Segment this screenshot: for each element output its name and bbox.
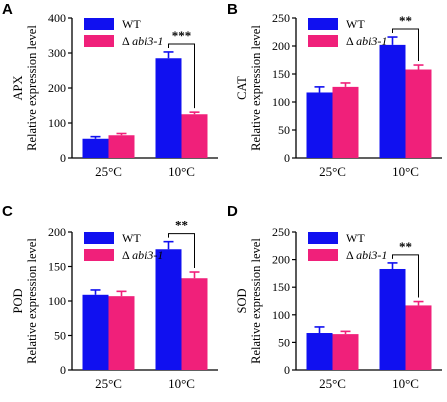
y-tick-label: 300 — [48, 46, 66, 60]
x-tick-label: 10°C — [392, 376, 419, 391]
legend-swatch — [84, 232, 114, 244]
y-tick-label: 250 — [272, 11, 290, 25]
significance-bracket — [392, 254, 419, 298]
bar — [306, 92, 333, 158]
legend-swatch — [308, 249, 338, 261]
bar — [155, 58, 182, 158]
y-tick-label: 250 — [272, 225, 290, 239]
panel-letter: B — [227, 1, 238, 18]
bar — [82, 138, 109, 158]
y-tick-label: 50 — [278, 335, 290, 349]
bar — [306, 333, 333, 370]
y-axis-label: Relative expression level — [25, 25, 39, 151]
y-tick-label: 100 — [272, 95, 290, 109]
x-tick-label: 10°C — [168, 376, 195, 391]
panel-letter: D — [227, 203, 238, 220]
y-axis-title: POD — [11, 288, 25, 313]
y-axis-title: SOD — [235, 288, 249, 313]
bar — [379, 44, 406, 158]
y-tick-label: 0 — [284, 363, 290, 377]
x-tick-label: 10°C — [168, 164, 195, 179]
bar — [181, 278, 208, 370]
legend-label: Δ abi3-1 — [346, 34, 387, 48]
bar — [181, 114, 208, 158]
y-tick-label: 400 — [48, 11, 66, 25]
legend-swatch — [308, 18, 338, 30]
panel-a: A 0 100 200 300 400 APX Relative expression lev… — [2, 1, 218, 179]
panel-letter: C — [2, 203, 13, 220]
y-tick-label: 150 — [272, 67, 290, 81]
bar — [405, 69, 432, 158]
bar — [82, 294, 109, 370]
y-tick-label: 200 — [272, 39, 290, 53]
legend-label: Δ abi3-1 — [346, 248, 387, 262]
bar — [155, 249, 182, 370]
y-tick-label: 100 — [272, 308, 290, 322]
y-tick-label: 200 — [48, 81, 66, 95]
y-axis-title: APX — [11, 75, 25, 100]
x-tick-label: 25°C — [95, 164, 122, 179]
y-tick-label: 0 — [284, 151, 290, 165]
significance-label: ** — [399, 13, 412, 28]
legend-label: Δ abi3-1 — [122, 34, 163, 48]
legend-swatch — [84, 18, 114, 30]
legend-swatch — [84, 249, 114, 261]
y-axis-label: Relative expression level — [249, 25, 263, 151]
panel-c: C 0 50 100 150 200 POD Relative expression leve… — [2, 203, 218, 391]
y-tick-label: 150 — [272, 280, 290, 294]
bar — [332, 86, 359, 158]
bar — [379, 268, 406, 370]
legend-swatch — [308, 232, 338, 244]
legend-label: Δ abi3-1 — [122, 248, 163, 262]
bar — [108, 135, 135, 158]
panel-b: B 0 50 100 150 200 250 CAT Relative expression l… — [227, 1, 442, 179]
y-axis-title: CAT — [235, 76, 249, 100]
panel-d: D 0 50 100 150 200 250 SOD Relative expression l… — [227, 203, 442, 391]
legend-label: WT — [346, 17, 365, 31]
significance-label: ** — [175, 218, 188, 233]
legend-swatch — [84, 35, 114, 47]
panel-letter: A — [2, 1, 13, 18]
y-tick-label: 200 — [272, 253, 290, 267]
legend-swatch — [308, 35, 338, 47]
y-axis-label: Relative expression level — [249, 238, 263, 364]
bar — [108, 296, 135, 370]
x-tick-label: 25°C — [319, 164, 346, 179]
x-tick-label: 25°C — [319, 376, 346, 391]
y-tick-label: 150 — [48, 260, 66, 274]
y-tick-label: 100 — [48, 116, 66, 130]
significance-label: ** — [399, 239, 412, 254]
bar — [405, 305, 432, 370]
y-tick-label: 50 — [278, 123, 290, 137]
y-tick-label: 100 — [48, 294, 66, 308]
y-tick-label: 50 — [54, 329, 66, 343]
bar — [332, 334, 359, 370]
x-tick-label: 25°C — [95, 376, 122, 391]
y-tick-label: 0 — [60, 363, 66, 377]
x-tick-label: 10°C — [392, 164, 419, 179]
legend-label: WT — [122, 17, 141, 31]
y-tick-label: 0 — [60, 151, 66, 165]
significance-label: *** — [172, 28, 192, 43]
significance-bracket — [168, 233, 195, 269]
y-tick-label: 200 — [48, 225, 66, 239]
legend-label: WT — [346, 231, 365, 245]
significance-bracket — [168, 43, 195, 109]
legend-label: WT — [122, 231, 141, 245]
significance-bracket — [392, 28, 419, 62]
y-axis-label: Relative expression level — [25, 238, 39, 364]
